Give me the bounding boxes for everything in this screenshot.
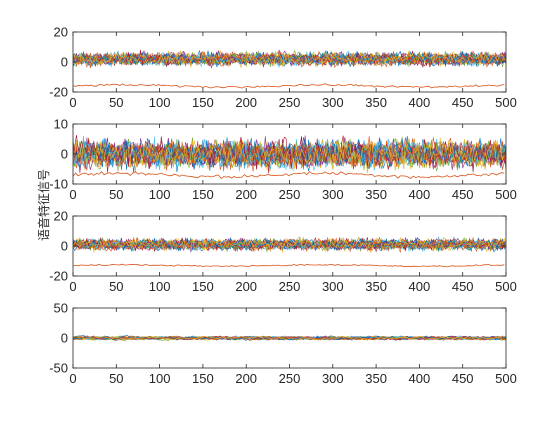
series-group	[73, 49, 506, 89]
x-tick-label: 300	[322, 95, 344, 110]
series-line	[73, 335, 506, 341]
x-tick-label: 50	[109, 95, 123, 110]
y-tick-label: -20	[49, 85, 68, 100]
series-line	[73, 140, 506, 173]
x-tick-label: 250	[279, 95, 301, 110]
x-tick-label: 50	[109, 371, 123, 386]
x-tick-label: 250	[279, 187, 301, 202]
y-tick-label: 50	[54, 301, 68, 316]
x-tick-label: 450	[452, 279, 474, 294]
x-tick-label: 100	[149, 95, 171, 110]
series-line	[73, 236, 506, 253]
x-tick-label: 0	[69, 187, 76, 202]
x-tick-label: 0	[69, 371, 76, 386]
y-tick-label: 20	[54, 25, 68, 40]
x-tick-label: 400	[409, 371, 431, 386]
series-group	[73, 134, 506, 179]
x-tick-label: 0	[69, 95, 76, 110]
series-line	[73, 237, 506, 252]
x-tick-label: 500	[495, 279, 517, 294]
x-tick-label: 200	[235, 279, 257, 294]
x-tick-label: 100	[149, 279, 171, 294]
x-tick-label: 350	[365, 279, 387, 294]
x-tick-label: 500	[495, 371, 517, 386]
y-tick-label: 0	[61, 147, 68, 162]
x-tick-label: 250	[279, 279, 301, 294]
x-tick-label: 150	[192, 279, 214, 294]
series-line	[73, 136, 506, 171]
x-tick-label: 0	[69, 279, 76, 294]
x-tick-label: 350	[365, 371, 387, 386]
y-tick-label: -20	[49, 269, 68, 284]
x-tick-label: 200	[235, 95, 257, 110]
x-tick-label: 300	[322, 187, 344, 202]
series-line	[73, 50, 506, 68]
x-tick-label: 300	[322, 279, 344, 294]
x-tick-label: 150	[192, 95, 214, 110]
series-line	[73, 237, 506, 253]
x-tick-label: 100	[149, 371, 171, 386]
series-group	[73, 236, 506, 268]
x-tick-label: 100	[149, 187, 171, 202]
offset-series-line	[73, 263, 505, 268]
x-tick-label: 300	[322, 371, 344, 386]
y-tick-label: 10	[54, 117, 68, 132]
x-tick-label: 50	[109, 279, 123, 294]
x-tick-label: 200	[235, 187, 257, 202]
series-line	[73, 335, 506, 341]
x-tick-label: 500	[495, 95, 517, 110]
x-tick-label: 200	[235, 371, 257, 386]
x-tick-label: 400	[409, 95, 431, 110]
y-tick-label: 0	[61, 239, 68, 254]
y-tick-label: -50	[49, 361, 68, 376]
x-tick-label: 150	[192, 187, 214, 202]
y-tick-label: 20	[54, 209, 68, 224]
x-tick-label: 350	[365, 95, 387, 110]
series-line	[73, 138, 506, 171]
series-line	[73, 335, 506, 341]
x-tick-label: 350	[365, 187, 387, 202]
x-tick-label: 250	[279, 371, 301, 386]
series-group	[73, 334, 506, 342]
series-line	[73, 50, 506, 68]
offset-series-line	[73, 170, 505, 179]
x-tick-label: 50	[109, 187, 123, 202]
y-tick-label: 0	[61, 55, 68, 70]
x-tick-label: 450	[452, 187, 474, 202]
series-line	[73, 51, 506, 68]
offset-series-line	[73, 83, 505, 89]
x-tick-label: 450	[452, 371, 474, 386]
x-tick-label: 150	[192, 371, 214, 386]
x-tick-label: 400	[409, 187, 431, 202]
x-tick-label: 450	[452, 95, 474, 110]
y-tick-label: 0	[61, 331, 68, 346]
series-line	[73, 136, 506, 170]
y-tick-label: -10	[49, 177, 68, 192]
x-tick-label: 400	[409, 279, 431, 294]
x-tick-label: 500	[495, 187, 517, 202]
y-axis-label: 语音特征信号	[36, 169, 51, 241]
